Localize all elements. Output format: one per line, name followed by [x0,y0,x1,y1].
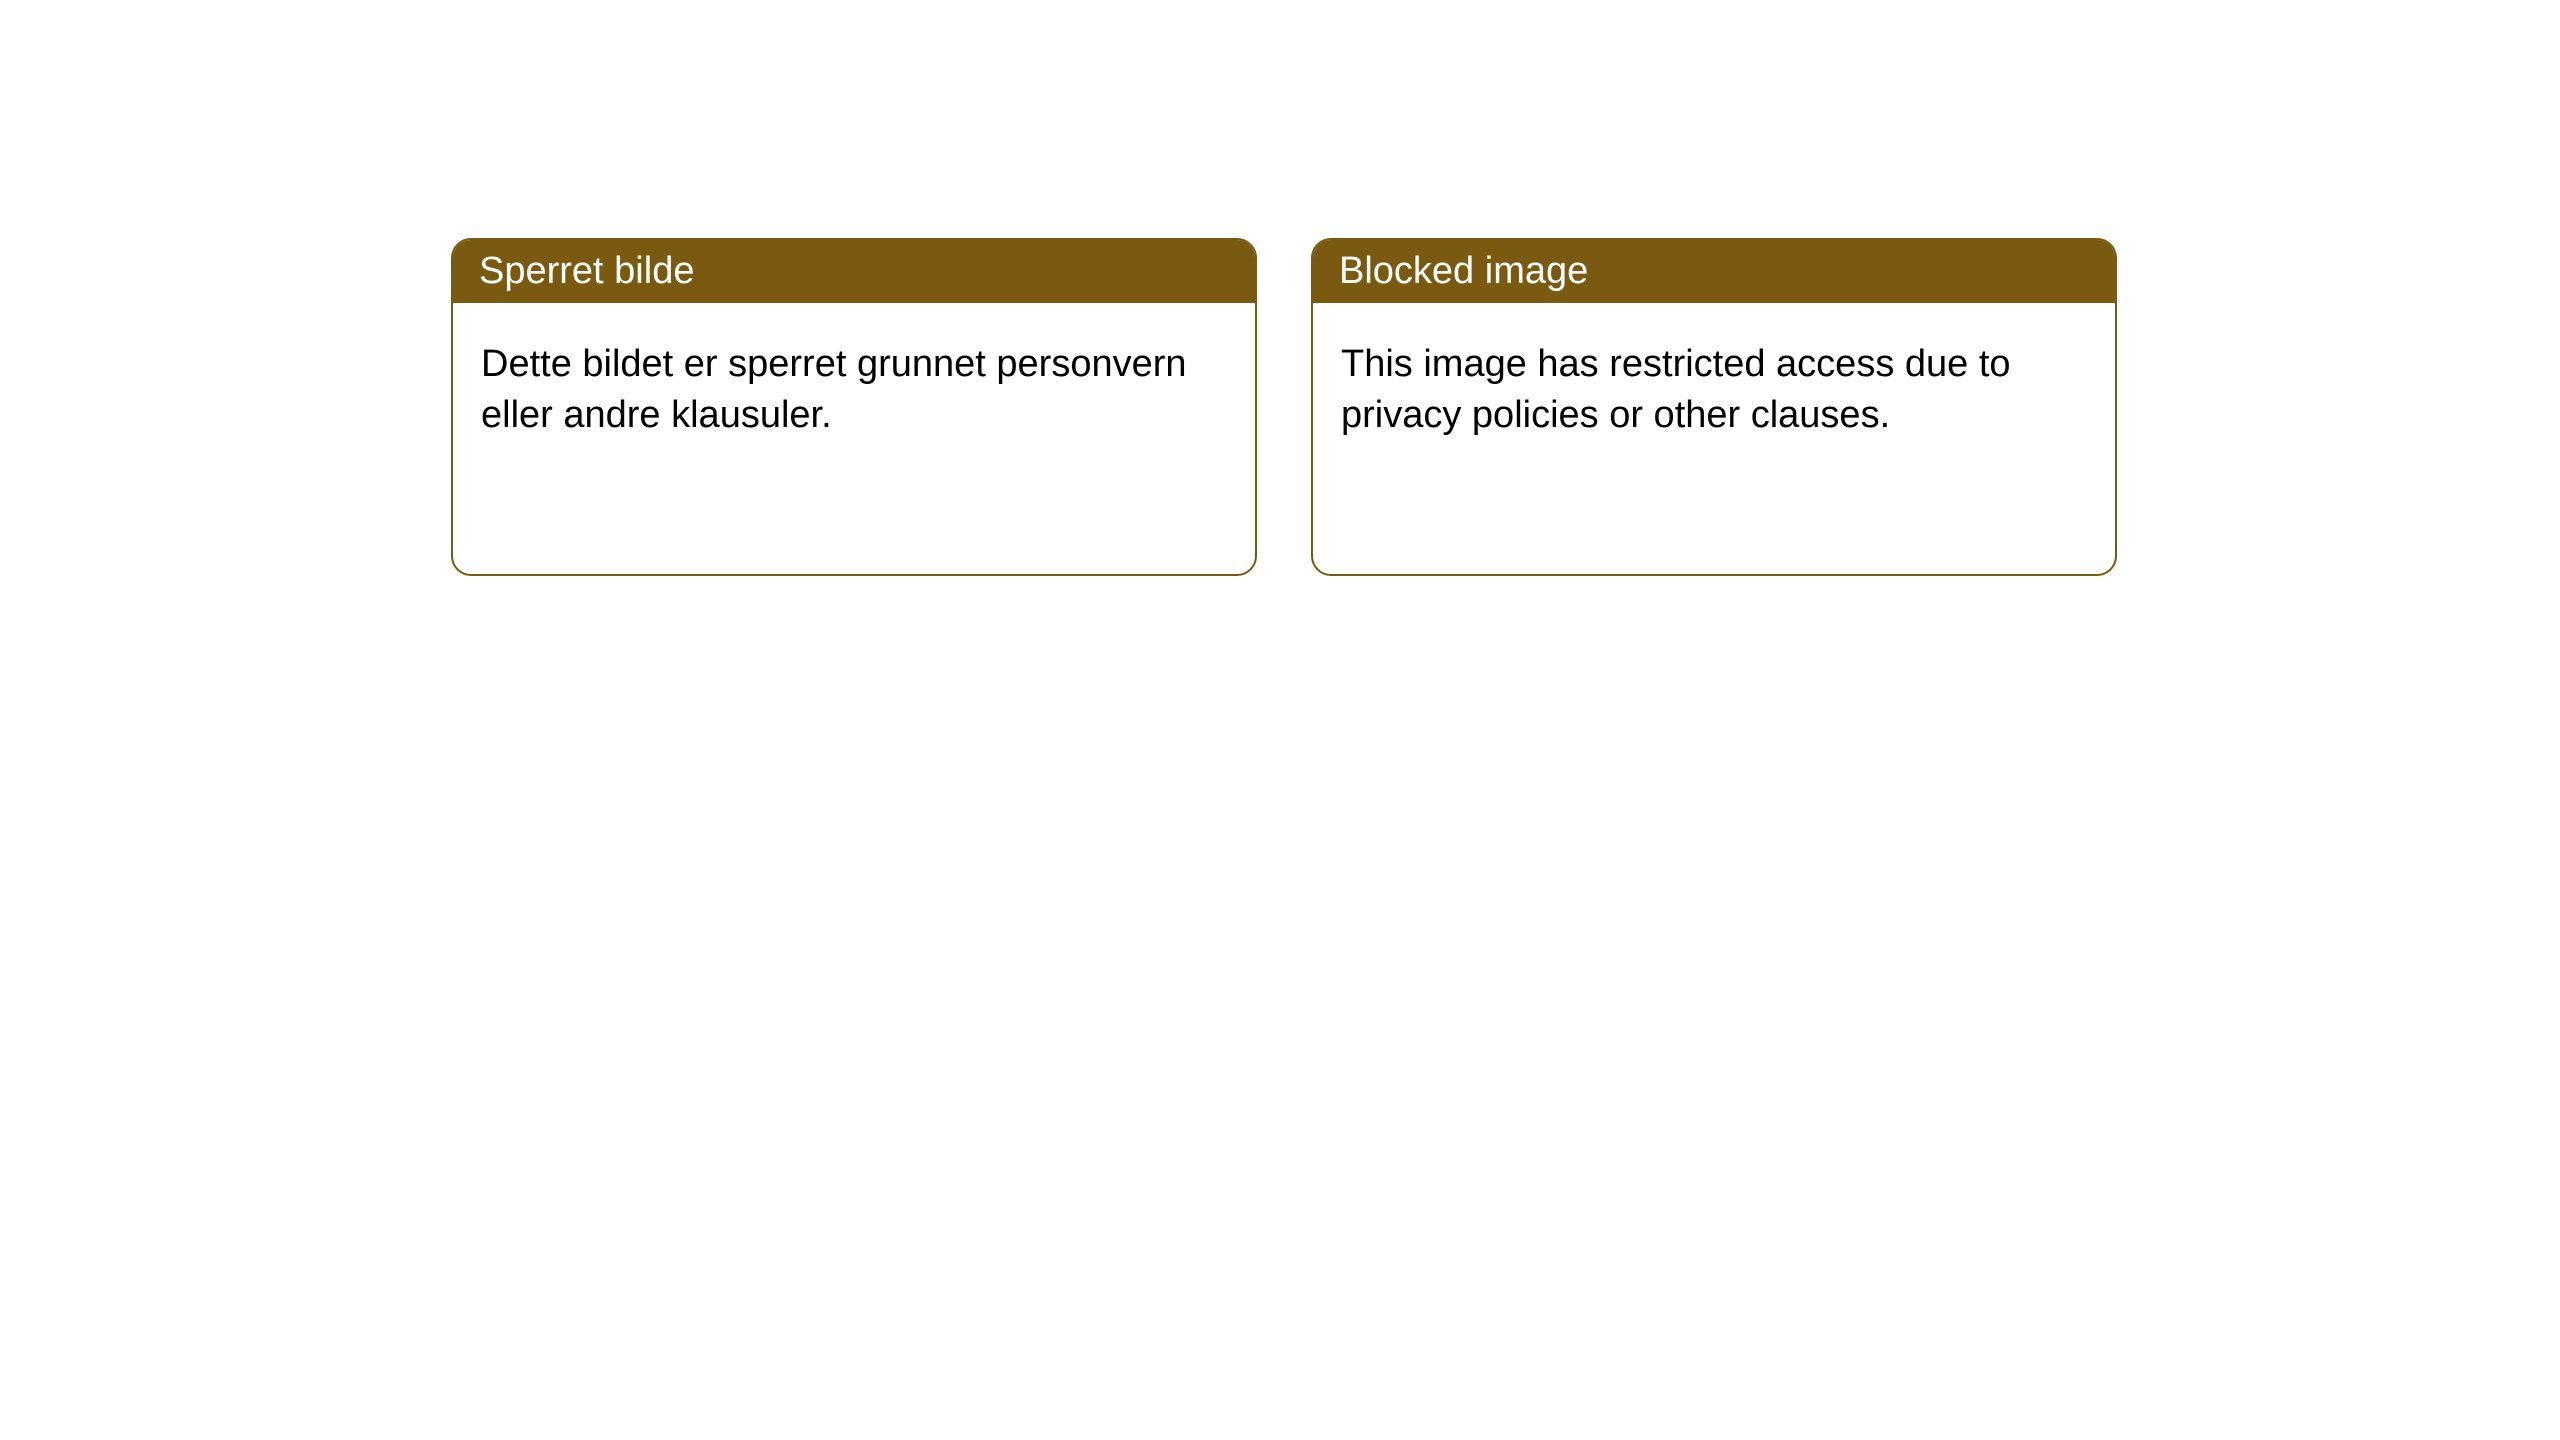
notice-cards-container: Sperret bilde Dette bildet er sperret gr… [451,238,2117,576]
notice-card-english: Blocked image This image has restricted … [1311,238,2117,576]
notice-card-norwegian: Sperret bilde Dette bildet er sperret gr… [451,238,1257,576]
card-body-norwegian: Dette bildet er sperret grunnet personve… [453,303,1255,478]
card-header-norwegian: Sperret bilde [453,240,1255,303]
card-body-text: Dette bildet er sperret grunnet personve… [481,343,1187,436]
card-body-text: This image has restricted access due to … [1341,343,2011,436]
card-title: Blocked image [1339,250,1588,292]
card-body-english: This image has restricted access due to … [1313,303,2115,478]
card-title: Sperret bilde [479,250,694,292]
card-header-english: Blocked image [1313,240,2115,303]
